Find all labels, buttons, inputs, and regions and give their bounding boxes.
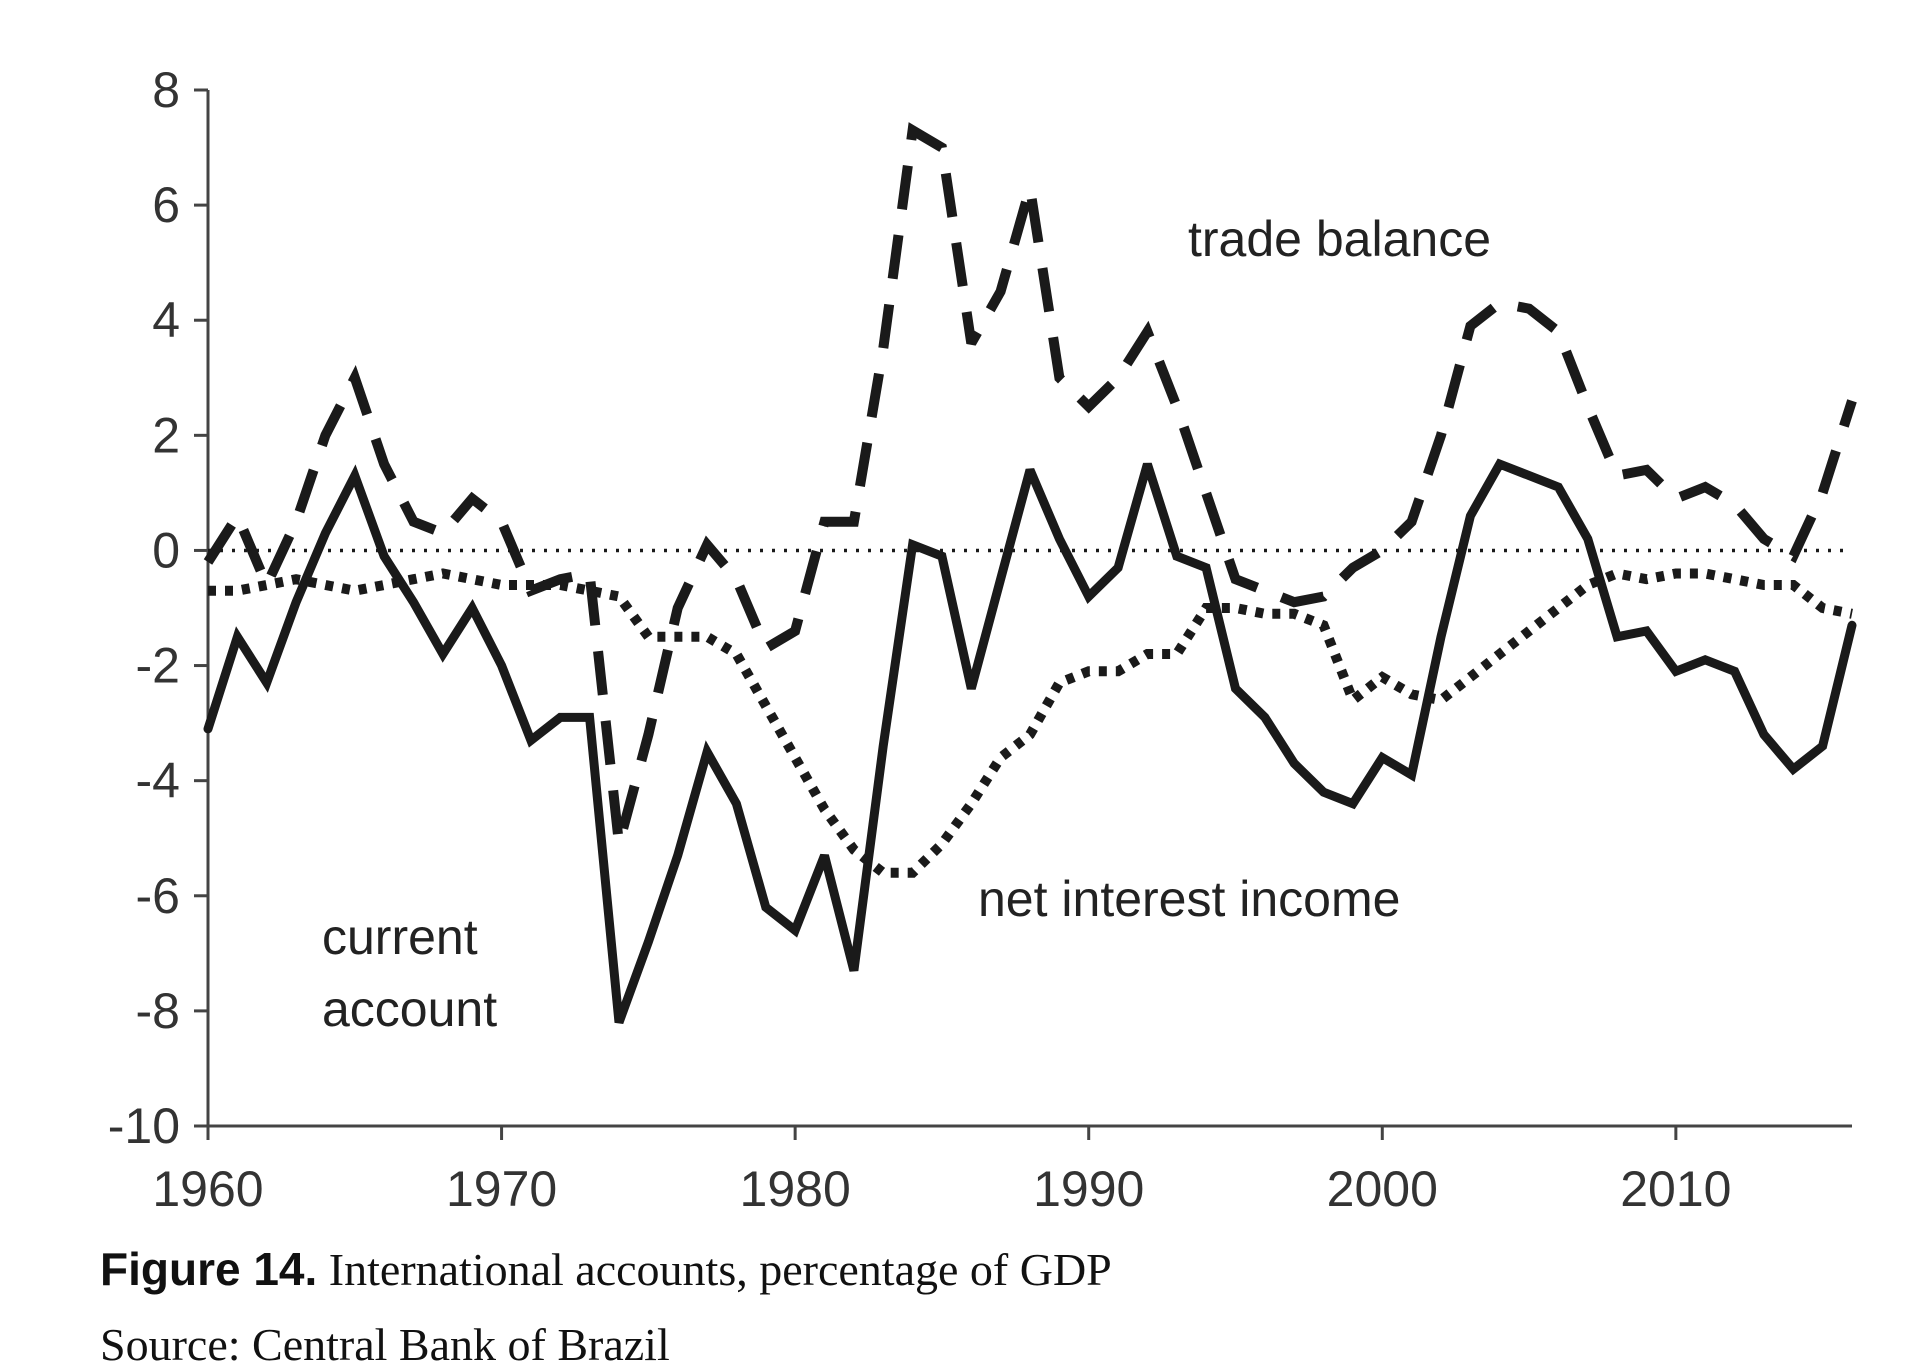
x-tick-label: 2010 [1620, 1161, 1731, 1217]
x-tick-label: 1990 [1033, 1161, 1144, 1217]
y-tick-label: -10 [108, 1098, 180, 1154]
y-axis-ticks: 8 6 4 2 0 -2 -4 -6 -8 -10 [108, 62, 208, 1154]
y-tick-label: -4 [136, 753, 180, 809]
y-tick-label: 8 [152, 62, 180, 118]
y-tick-label: -6 [136, 868, 180, 924]
series-line-net-interest-income [208, 568, 1853, 878]
y-tick-label: 0 [152, 522, 180, 578]
figure-source: Source: Central Bank of Brazil [100, 1319, 670, 1370]
label-current-account-line1: current [322, 909, 478, 965]
y-tick-label: 6 [152, 177, 180, 233]
label-net-interest-income: net interest income [978, 871, 1400, 927]
label-current-account-line2: account [322, 981, 497, 1037]
x-axis-ticks: 1960 1970 1980 1990 2000 2010 [152, 1126, 1731, 1217]
x-tick-label: 1960 [152, 1161, 263, 1217]
x-tick-label: 1980 [740, 1161, 851, 1217]
label-trade-balance: trade balance [1188, 211, 1491, 267]
y-tick-label: -2 [136, 638, 180, 694]
series-line-current-account [203, 458, 1857, 1024]
figure-caption-text: International accounts, percentage of GD… [328, 1244, 1112, 1295]
figure-caption: Figure 14. International accounts, perce… [100, 1242, 1112, 1296]
series-line-trade-balance [203, 122, 1857, 846]
y-tick-label: 2 [152, 407, 180, 463]
x-tick-label: 1970 [446, 1161, 557, 1217]
x-tick-label: 2000 [1327, 1161, 1438, 1217]
chart-axes [206, 90, 1852, 1128]
y-tick-label: -8 [136, 983, 180, 1039]
line-chart: 8 6 4 2 0 -2 -4 -6 -8 -10 1960 1970 1980 1990 2000 201… [108, 62, 1857, 1217]
figure-number: Figure 14. [100, 1243, 318, 1295]
series-group [203, 122, 1857, 1024]
y-tick-label: 4 [152, 292, 180, 348]
